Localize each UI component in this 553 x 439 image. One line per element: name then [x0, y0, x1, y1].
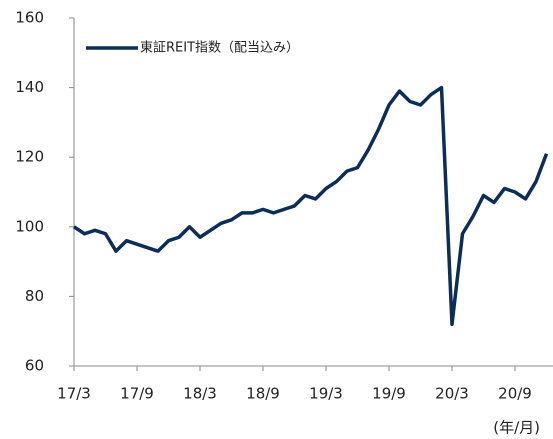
line-series	[73, 85, 549, 326]
y-tick-label: 120	[15, 148, 44, 166]
x-tick-label: 20/3	[435, 385, 469, 403]
x-tick-label: 19/3	[309, 385, 343, 403]
legend-label: 東証REIT指数（配当込み）	[140, 40, 299, 56]
y-tick-label: 100	[15, 217, 44, 235]
y-tick-label: 80	[25, 287, 44, 305]
x-tick-label: 20/9	[498, 385, 532, 403]
y-tick-label: 140	[15, 78, 44, 96]
x-axis-label: (年/月)	[493, 419, 540, 437]
x-tick-label: 18/3	[183, 385, 217, 403]
x-tick-label: 19/9	[372, 385, 406, 403]
x-tick-label: 17/3	[57, 385, 91, 403]
x-tick-label: 17/9	[120, 385, 154, 403]
y-tick-label: 60	[25, 357, 44, 375]
y-tick-label: 160	[15, 9, 44, 27]
x-tick-label: 18/9	[246, 385, 280, 403]
